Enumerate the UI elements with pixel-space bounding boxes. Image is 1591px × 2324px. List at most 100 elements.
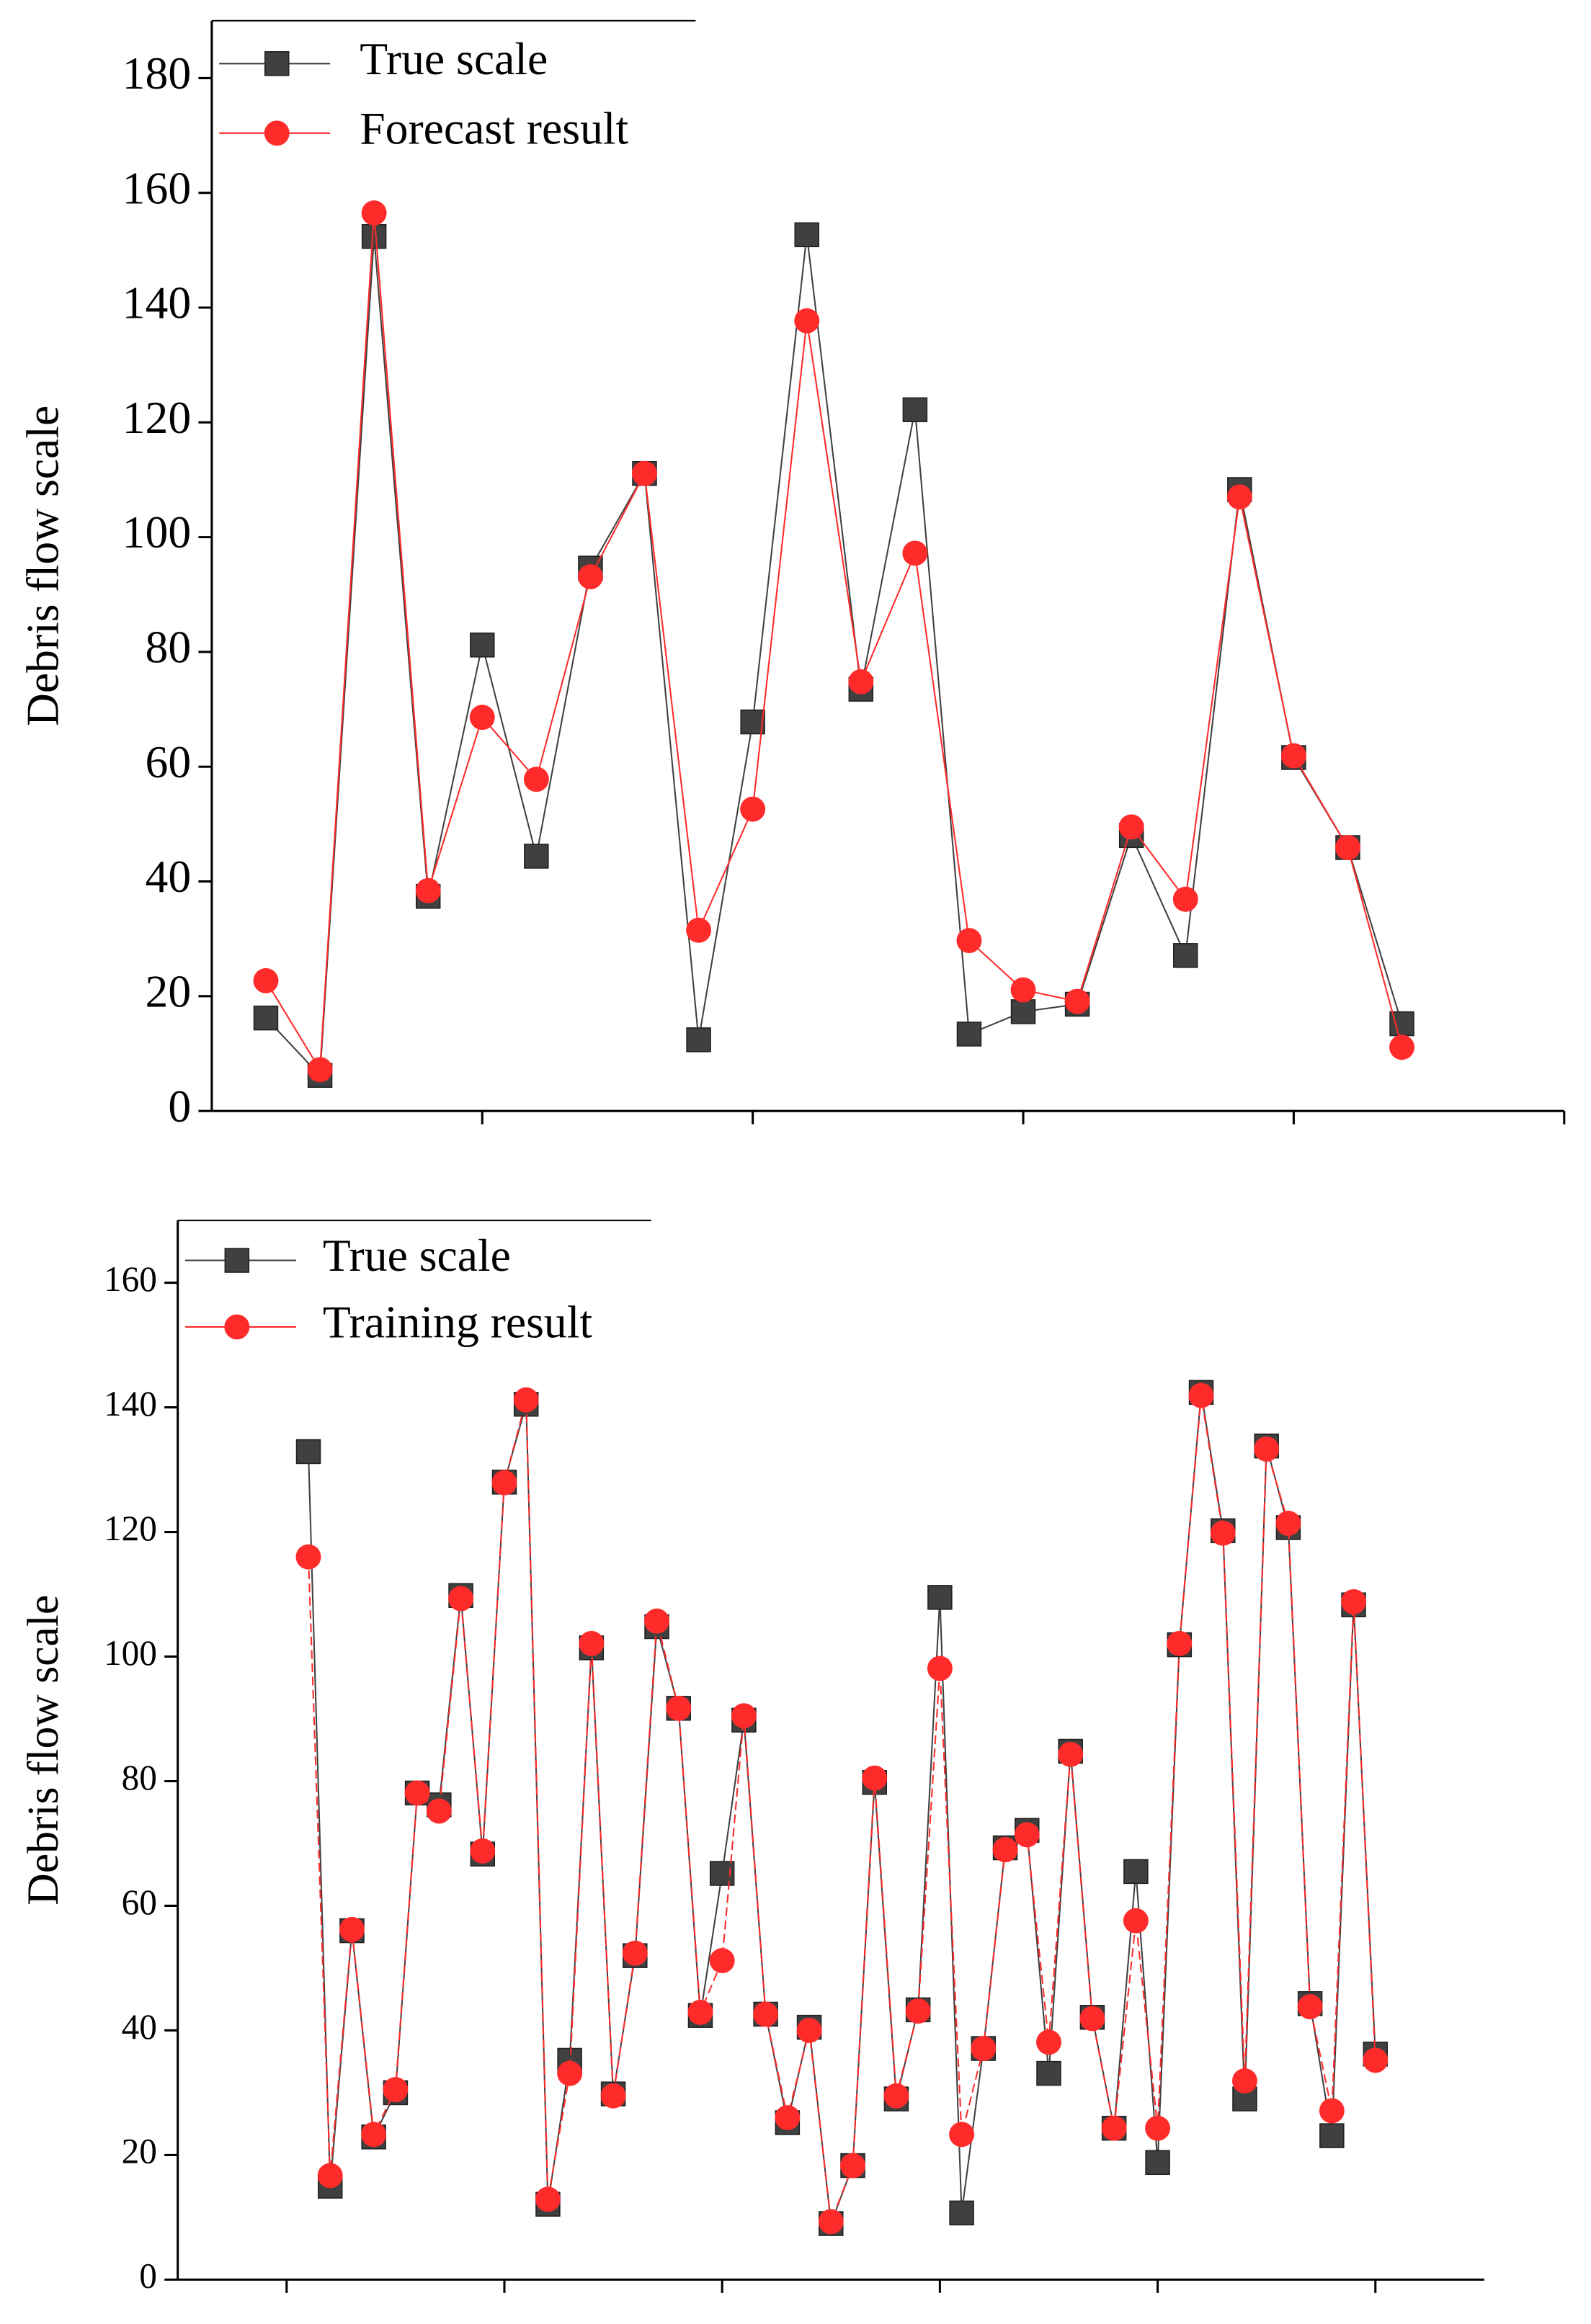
data-point — [775, 2105, 801, 2130]
data-point — [848, 669, 874, 694]
data-point — [686, 1027, 711, 1052]
data-point — [883, 2083, 909, 2109]
data-point — [253, 1005, 279, 1031]
data-point — [524, 844, 549, 869]
y-tick-label: 40 — [122, 2007, 157, 2047]
data-point — [339, 1916, 365, 1942]
data-point — [470, 633, 495, 658]
y-tick-label: 180 — [122, 48, 191, 99]
legend-label: Training result — [323, 1297, 593, 1348]
data-point — [687, 1999, 713, 2025]
data-point — [1210, 1520, 1236, 1546]
data-point — [956, 928, 982, 954]
data-point — [709, 1948, 735, 1974]
data-point — [1064, 988, 1090, 1014]
data-point — [1167, 1630, 1193, 1656]
data-point — [1014, 1822, 1040, 1848]
data-point — [902, 540, 928, 566]
series-line — [265, 234, 1403, 1078]
data-point — [253, 967, 279, 993]
data-point — [794, 308, 820, 334]
y-tick-label: 120 — [104, 1509, 157, 1548]
data-point — [1254, 1436, 1280, 1462]
data-point — [1341, 1588, 1367, 1614]
data-point — [1079, 2006, 1105, 2032]
legend-marker — [264, 51, 290, 76]
y-tick-label: 160 — [104, 1259, 157, 1299]
data-point — [840, 2153, 865, 2178]
data-point — [1173, 943, 1198, 968]
data-point — [295, 1544, 321, 1570]
data-point — [523, 767, 549, 792]
data-point — [1319, 2123, 1345, 2148]
data-point — [469, 705, 495, 730]
y-tick-label: 60 — [146, 736, 192, 787]
legend-label: True scale — [323, 1230, 511, 1281]
data-point — [448, 1586, 473, 1612]
y-tick-label: 160 — [122, 162, 191, 213]
data-point — [1335, 835, 1360, 861]
data-point — [740, 796, 766, 822]
y-tick-label: 120 — [122, 392, 191, 443]
data-point — [1297, 1994, 1323, 2020]
data-point — [361, 2122, 387, 2148]
data-point — [1275, 1510, 1301, 1536]
legend-marker — [264, 120, 290, 146]
data-point — [535, 2186, 561, 2212]
y-tick-label: 0 — [139, 2256, 157, 2296]
y-tick-label: 100 — [122, 506, 191, 558]
data-point — [971, 2036, 997, 2061]
data-point — [1010, 977, 1036, 1003]
data-point — [956, 1022, 982, 1047]
data-point — [927, 1585, 953, 1610]
data-point — [1123, 1908, 1149, 1934]
data-point — [317, 2163, 343, 2189]
data-point — [818, 2209, 844, 2235]
legend-marker — [224, 1248, 250, 1273]
data-point — [426, 1798, 452, 1824]
series-line — [307, 1392, 1376, 2224]
data-point — [1280, 743, 1306, 769]
data-point — [1058, 1741, 1084, 1767]
data-point — [740, 709, 765, 735]
data-point — [491, 1470, 517, 1496]
y-tick-label: 140 — [104, 1384, 157, 1424]
y-tick-label: 0 — [168, 1081, 191, 1132]
y-axis-label: Debris flow scale — [19, 1595, 68, 1905]
data-point — [666, 1695, 692, 1721]
data-point — [307, 1057, 333, 1083]
data-point — [1036, 2029, 1061, 2055]
y-tick-label: 100 — [104, 1633, 157, 1673]
data-point — [927, 1655, 953, 1681]
data-point — [905, 1998, 931, 2024]
data-point — [686, 917, 712, 943]
legend-marker — [224, 1314, 250, 1340]
series-line — [307, 1395, 1376, 2222]
data-point — [600, 2083, 626, 2109]
data-point — [1145, 2150, 1170, 2176]
data-point — [1010, 999, 1036, 1024]
data-point — [632, 460, 657, 486]
data-point — [1172, 886, 1198, 912]
legend-label: Forecast result — [360, 102, 628, 153]
data-point — [1145, 2115, 1171, 2141]
data-point — [753, 2001, 779, 2027]
data-point — [794, 222, 819, 248]
y-tick-label: 80 — [146, 622, 192, 673]
y-tick-label: 80 — [122, 1758, 157, 1797]
data-point — [415, 877, 441, 903]
data-point — [1319, 2098, 1345, 2124]
series-line — [265, 213, 1403, 1073]
data-point — [557, 2060, 583, 2086]
data-point — [644, 1608, 669, 1634]
data-point — [949, 2122, 975, 2148]
y-tick-label: 20 — [146, 965, 192, 1016]
data-point — [622, 1940, 648, 1966]
data-point — [902, 397, 928, 423]
data-point — [949, 2200, 974, 2226]
data-point — [1226, 484, 1252, 510]
data-point — [1389, 1034, 1415, 1060]
data-point — [731, 1703, 757, 1729]
data-point — [513, 1387, 539, 1413]
